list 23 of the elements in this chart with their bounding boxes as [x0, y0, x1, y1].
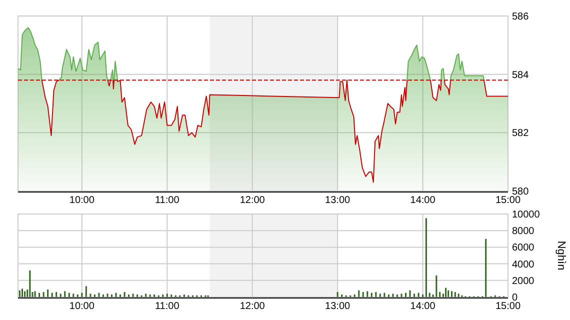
y-tick-label: 10000: [512, 210, 540, 220]
y-tick-label: 584: [512, 70, 530, 81]
y-tick-label: 2000: [512, 276, 535, 287]
x-tick-label: 12:00: [240, 301, 266, 312]
x-tick-label: 14:00: [410, 301, 436, 312]
y-tick-label: 6000: [512, 242, 535, 254]
x-tick-label: 10:00: [69, 195, 95, 206]
x-tick-label: 11:00: [154, 195, 180, 206]
y-axis-title: Nghìn: [555, 240, 567, 270]
x-tick-label: 12:00: [240, 195, 266, 206]
x-tick-label: 14:00: [410, 195, 436, 206]
x-tick-label: 11:00: [154, 301, 180, 312]
x-tick-label: 15:00: [495, 195, 521, 206]
y-tick-label: 4000: [512, 259, 535, 270]
x-tick-label: 13:00: [325, 195, 351, 206]
y-tick-label: 580: [512, 186, 530, 198]
y-tick-label: 582: [512, 128, 530, 140]
x-tick-label: 13:00: [325, 301, 351, 312]
y-tick-label: 586: [512, 12, 530, 22]
y-tick-label: 0: [512, 292, 518, 304]
x-tick-label: 15:00: [495, 301, 521, 312]
y-tick-label: 8000: [512, 226, 535, 238]
x-tick-label: 10:00: [69, 301, 95, 312]
